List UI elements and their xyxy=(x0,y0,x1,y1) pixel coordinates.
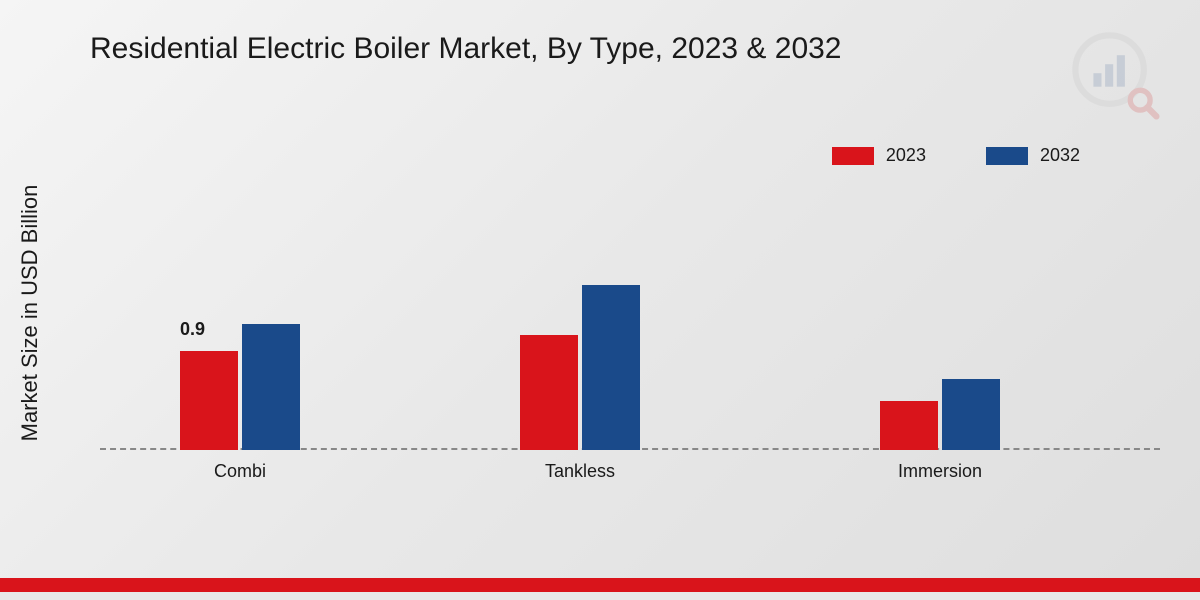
value-label-combi-2023: 0.9 xyxy=(180,319,205,340)
bar-2032-combi xyxy=(242,324,300,451)
x-label-tankless: Tankless xyxy=(545,461,615,482)
logo-bar-2 xyxy=(1105,64,1113,87)
bar-2023-tankless xyxy=(520,335,578,451)
logo-bar-3 xyxy=(1117,55,1125,86)
footer-bar xyxy=(0,578,1200,600)
x-label-combi: Combi xyxy=(214,461,266,482)
bar-group-combi xyxy=(180,324,300,451)
bar-2023-immersion xyxy=(880,401,938,451)
footer-bar-top xyxy=(0,578,1200,592)
footer-bar-bottom xyxy=(0,592,1200,600)
bar-2032-tankless xyxy=(582,285,640,450)
bar-group-immersion xyxy=(880,379,1000,451)
bar-2023-combi xyxy=(180,351,238,450)
bar-group-tankless xyxy=(520,285,640,450)
logo-bar-1 xyxy=(1093,73,1101,87)
bar-2032-immersion xyxy=(942,379,1000,451)
y-axis-label: Market Size in USD Billion xyxy=(17,185,43,442)
chart-plot-area: Combi Tankless Immersion 0.9 xyxy=(100,100,1160,500)
x-label-immersion: Immersion xyxy=(898,461,982,482)
chart-title: Residential Electric Boiler Market, By T… xyxy=(90,32,842,66)
